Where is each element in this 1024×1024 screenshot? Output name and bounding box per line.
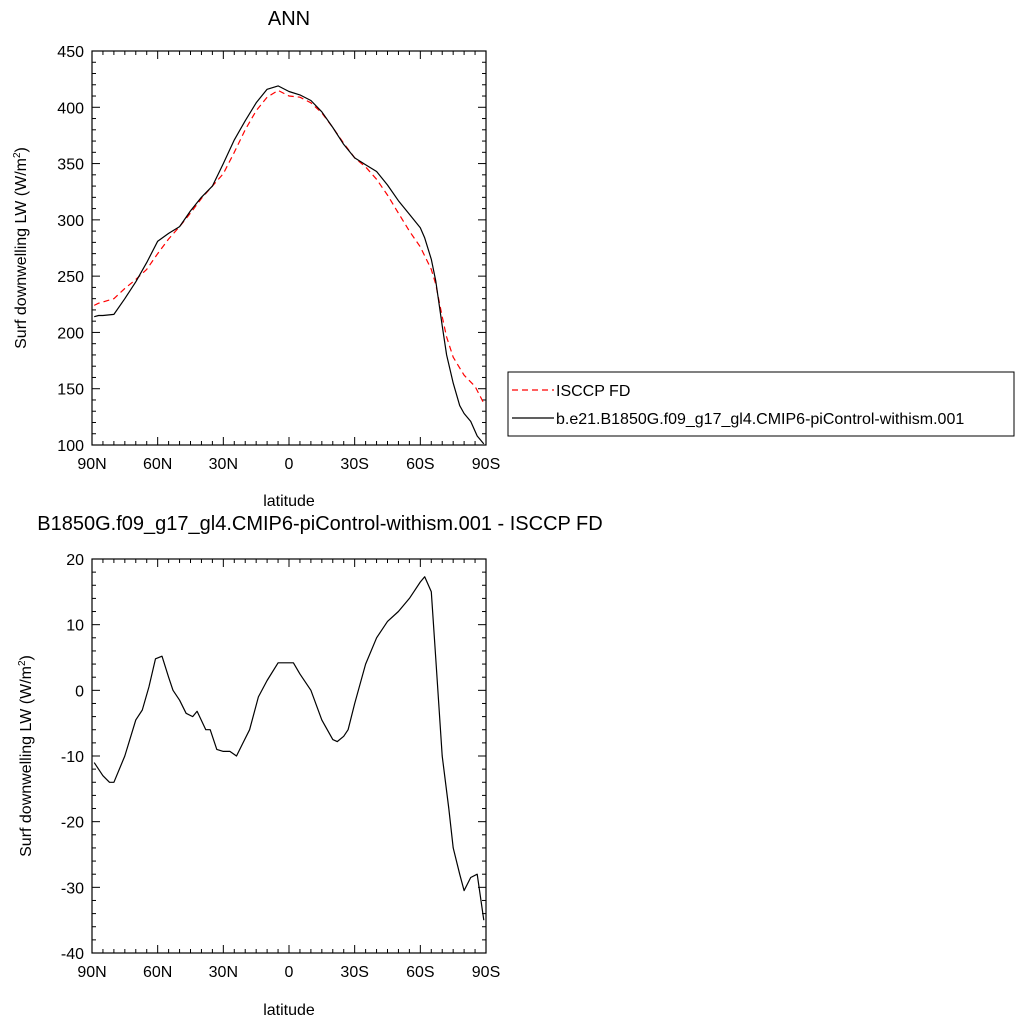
- bottom-x-tick-label: 60S: [406, 964, 434, 981]
- top-axis-ticks: 100 150 200 250 300 350 400 450 90N 60N 30N 0 30S 60S…: [57, 44, 500, 473]
- legend-box: [507, 371, 1015, 437]
- top-y-axis-label-tail: ): [13, 147, 30, 152]
- top-title: ANN: [268, 8, 310, 30]
- bottom-y-tick-label: -30: [61, 880, 84, 897]
- top-y-axis-label-sup: 2: [12, 152, 23, 158]
- top-x-tick-label: 0: [285, 456, 294, 473]
- bottom-x-tick-label: 0: [285, 964, 294, 981]
- top-y-tick-label: 250: [57, 269, 84, 286]
- bottom-y-axis-label-tail: ): [18, 655, 35, 660]
- bottom-plot-frame: [91, 558, 487, 954]
- bottom-y-tick-label: -10: [61, 749, 84, 766]
- top-y-tick-label: 300: [57, 213, 84, 230]
- top-y-axis-label: Surf downwelling LW (W/m2): [12, 147, 30, 349]
- top-plot-lines: [93, 85, 485, 445]
- top-y-tick-label: 100: [57, 438, 84, 455]
- legend: ISCCP FD b.e21.B1850G.f09_g17_gl4.CMIP6-…: [507, 371, 1015, 437]
- bottom-panel: B1850G.f09_g17_gl4.CMIP6-piControl-withi…: [17, 513, 603, 1019]
- top-y-tick-label: 200: [57, 325, 84, 342]
- top-series-line-1: [94, 85, 485, 445]
- top-x-tick-label: 30S: [340, 456, 368, 473]
- bottom-series-line-0: [93, 576, 485, 921]
- bottom-y-tick-label: -20: [61, 815, 84, 832]
- top-x-tick-label: 90S: [472, 456, 500, 473]
- bottom-title: B1850G.f09_g17_gl4.CMIP6-piControl-withi…: [37, 513, 602, 535]
- bottom-y-tick-label: 10: [66, 618, 84, 635]
- top-y-tick-label: 400: [57, 100, 84, 117]
- top-x-axis-label: latitude: [263, 493, 315, 510]
- bottom-y-tick-label: 0: [75, 683, 84, 700]
- bottom-x-axis-label: latitude: [263, 1002, 315, 1019]
- top-panel: ANN 100 150 200 250 300 350 400 450 90N 60N 30N 0 30…: [12, 8, 500, 510]
- legend-label-model: b.e21.B1850G.f09_g17_gl4.CMIP6-piControl…: [556, 411, 964, 428]
- top-y-tick-label: 150: [57, 382, 84, 399]
- bottom-x-tick-label: 30S: [340, 964, 368, 981]
- bottom-y-axis-label-main: Surf downwelling LW (W/m: [18, 666, 35, 857]
- bottom-y-tick-label: 20: [66, 552, 84, 569]
- top-plot-frame: [91, 50, 487, 446]
- top-series-line-0: [93, 89, 485, 404]
- bottom-x-tick-label: 30N: [209, 964, 238, 981]
- top-y-axis-label-main: Surf downwelling LW (W/m: [13, 158, 30, 349]
- bottom-x-tick-label: 90N: [77, 964, 106, 981]
- top-x-tick-label: 60N: [143, 456, 172, 473]
- top-x-tick-label: 30N: [209, 456, 238, 473]
- bottom-y-axis-label: Surf downwelling LW (W/m2): [17, 655, 35, 857]
- top-y-tick-label: 350: [57, 157, 84, 174]
- bottom-x-tick-label: 60N: [143, 964, 172, 981]
- top-y-tick-label: 450: [57, 44, 84, 61]
- legend-label-isccp: ISCCP FD: [556, 383, 630, 400]
- top-x-tick-label: 90N: [77, 456, 106, 473]
- top-x-tick-label: 60S: [406, 456, 434, 473]
- bottom-y-axis-label-sup: 2: [17, 660, 28, 666]
- bottom-x-tick-label: 90S: [472, 964, 500, 981]
- bottom-plot-lines: [93, 576, 485, 921]
- bottom-y-tick-label: -40: [61, 946, 84, 963]
- bottom-axis-ticks: -40 -30 -20 -10 0 10 20 90N 60N 30N 0 30S 60S 90S: [61, 552, 500, 981]
